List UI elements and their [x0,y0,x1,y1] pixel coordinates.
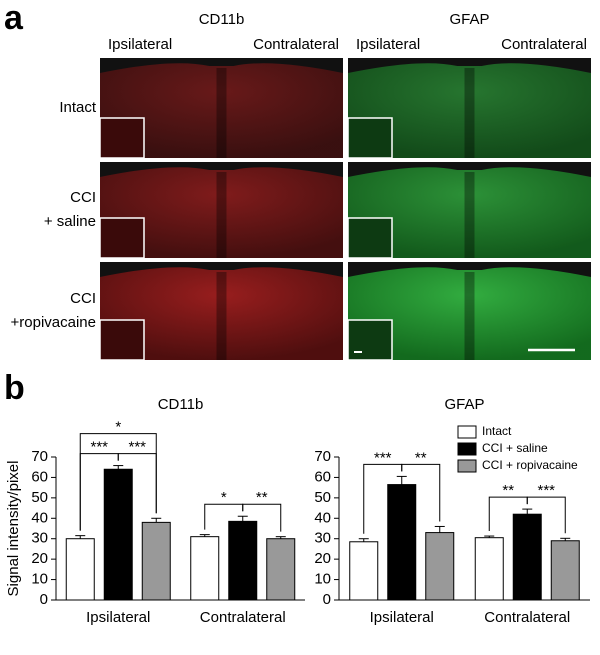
inset [347,319,393,361]
y-tick-label: 50 [314,489,331,506]
y-tick-label: 0 [40,591,48,608]
inset [347,217,393,259]
significance-bracket [79,433,157,531]
bar [512,513,542,601]
significance-label: *** [90,439,108,456]
x-tick-label: Contralateral [484,609,570,626]
tissue [348,267,591,360]
tissue [348,167,591,258]
bar [190,536,220,601]
bar [425,532,455,601]
inset [99,319,145,361]
tissue [100,167,343,258]
significance-bracket [526,496,566,534]
significance-label: ** [256,489,268,506]
inset [99,117,145,159]
y-tick-label: 40 [314,509,331,526]
chart-title: CD11b [158,396,204,413]
y-axis-label: Signal intensity/pixel [5,461,22,597]
row-label: CCI [70,290,96,307]
bar [103,468,133,601]
bar [141,521,171,601]
y-tick-label: 40 [31,509,48,526]
inset [347,117,393,159]
chart-title: GFAP [444,396,484,413]
x-tick-label: Ipsilateral [370,609,434,626]
legend-swatch [457,425,477,439]
inset [99,217,145,259]
y-tick-label: 20 [314,550,331,567]
y-tick-label: 10 [31,571,48,588]
y-tick-label: 70 [31,448,48,465]
y-tick-label: 30 [31,530,48,547]
tissue [100,267,343,360]
significance-label: *** [128,439,146,456]
legend-swatch [457,459,477,473]
tissue [348,63,591,158]
y-tick-label: 30 [314,530,331,547]
x-tick-label: Ipsilateral [86,609,150,626]
row-label: + saline [44,213,96,230]
panel-label: a [4,0,24,37]
significance-label: *** [537,482,555,499]
significance-bracket [242,503,282,532]
y-tick-label: 60 [31,468,48,485]
panel-label: b [4,369,25,407]
y-tick-label: 50 [31,489,48,506]
tissue [100,63,343,158]
side-label: Contralateral [501,36,587,53]
significance-label: ** [502,482,514,499]
row-label: Intact [59,99,97,116]
bar [550,540,580,601]
significance-label: ** [415,449,427,466]
row-label: CCI [70,189,96,206]
bar [65,538,95,601]
y-tick-label: 20 [31,550,48,567]
significance-label: * [221,489,227,506]
row-label: +ropivacaine [11,314,96,331]
y-tick-label: 0 [323,591,331,608]
y-tick-label: 60 [314,468,331,485]
significance-label: *** [374,449,392,466]
y-tick-label: 10 [314,571,331,588]
legend-label: CCI + saline [482,441,548,455]
bar [387,484,417,601]
side-label: Ipsilateral [356,36,420,53]
bar [266,538,296,601]
significance-label: * [115,419,121,436]
legend-label: Intact [482,424,512,438]
side-label: Ipsilateral [108,36,172,53]
legend-swatch [457,442,477,456]
y-tick-label: 70 [314,448,331,465]
column-title: CD11b [199,11,245,28]
column-title: GFAP [449,11,489,28]
bar [228,520,258,601]
side-label: Contralateral [253,36,339,53]
significance-bracket [401,463,441,522]
x-tick-label: Contralateral [200,609,286,626]
legend-label: CCI + ropivacaine [482,458,578,472]
bar [474,537,504,601]
bar [349,541,379,601]
